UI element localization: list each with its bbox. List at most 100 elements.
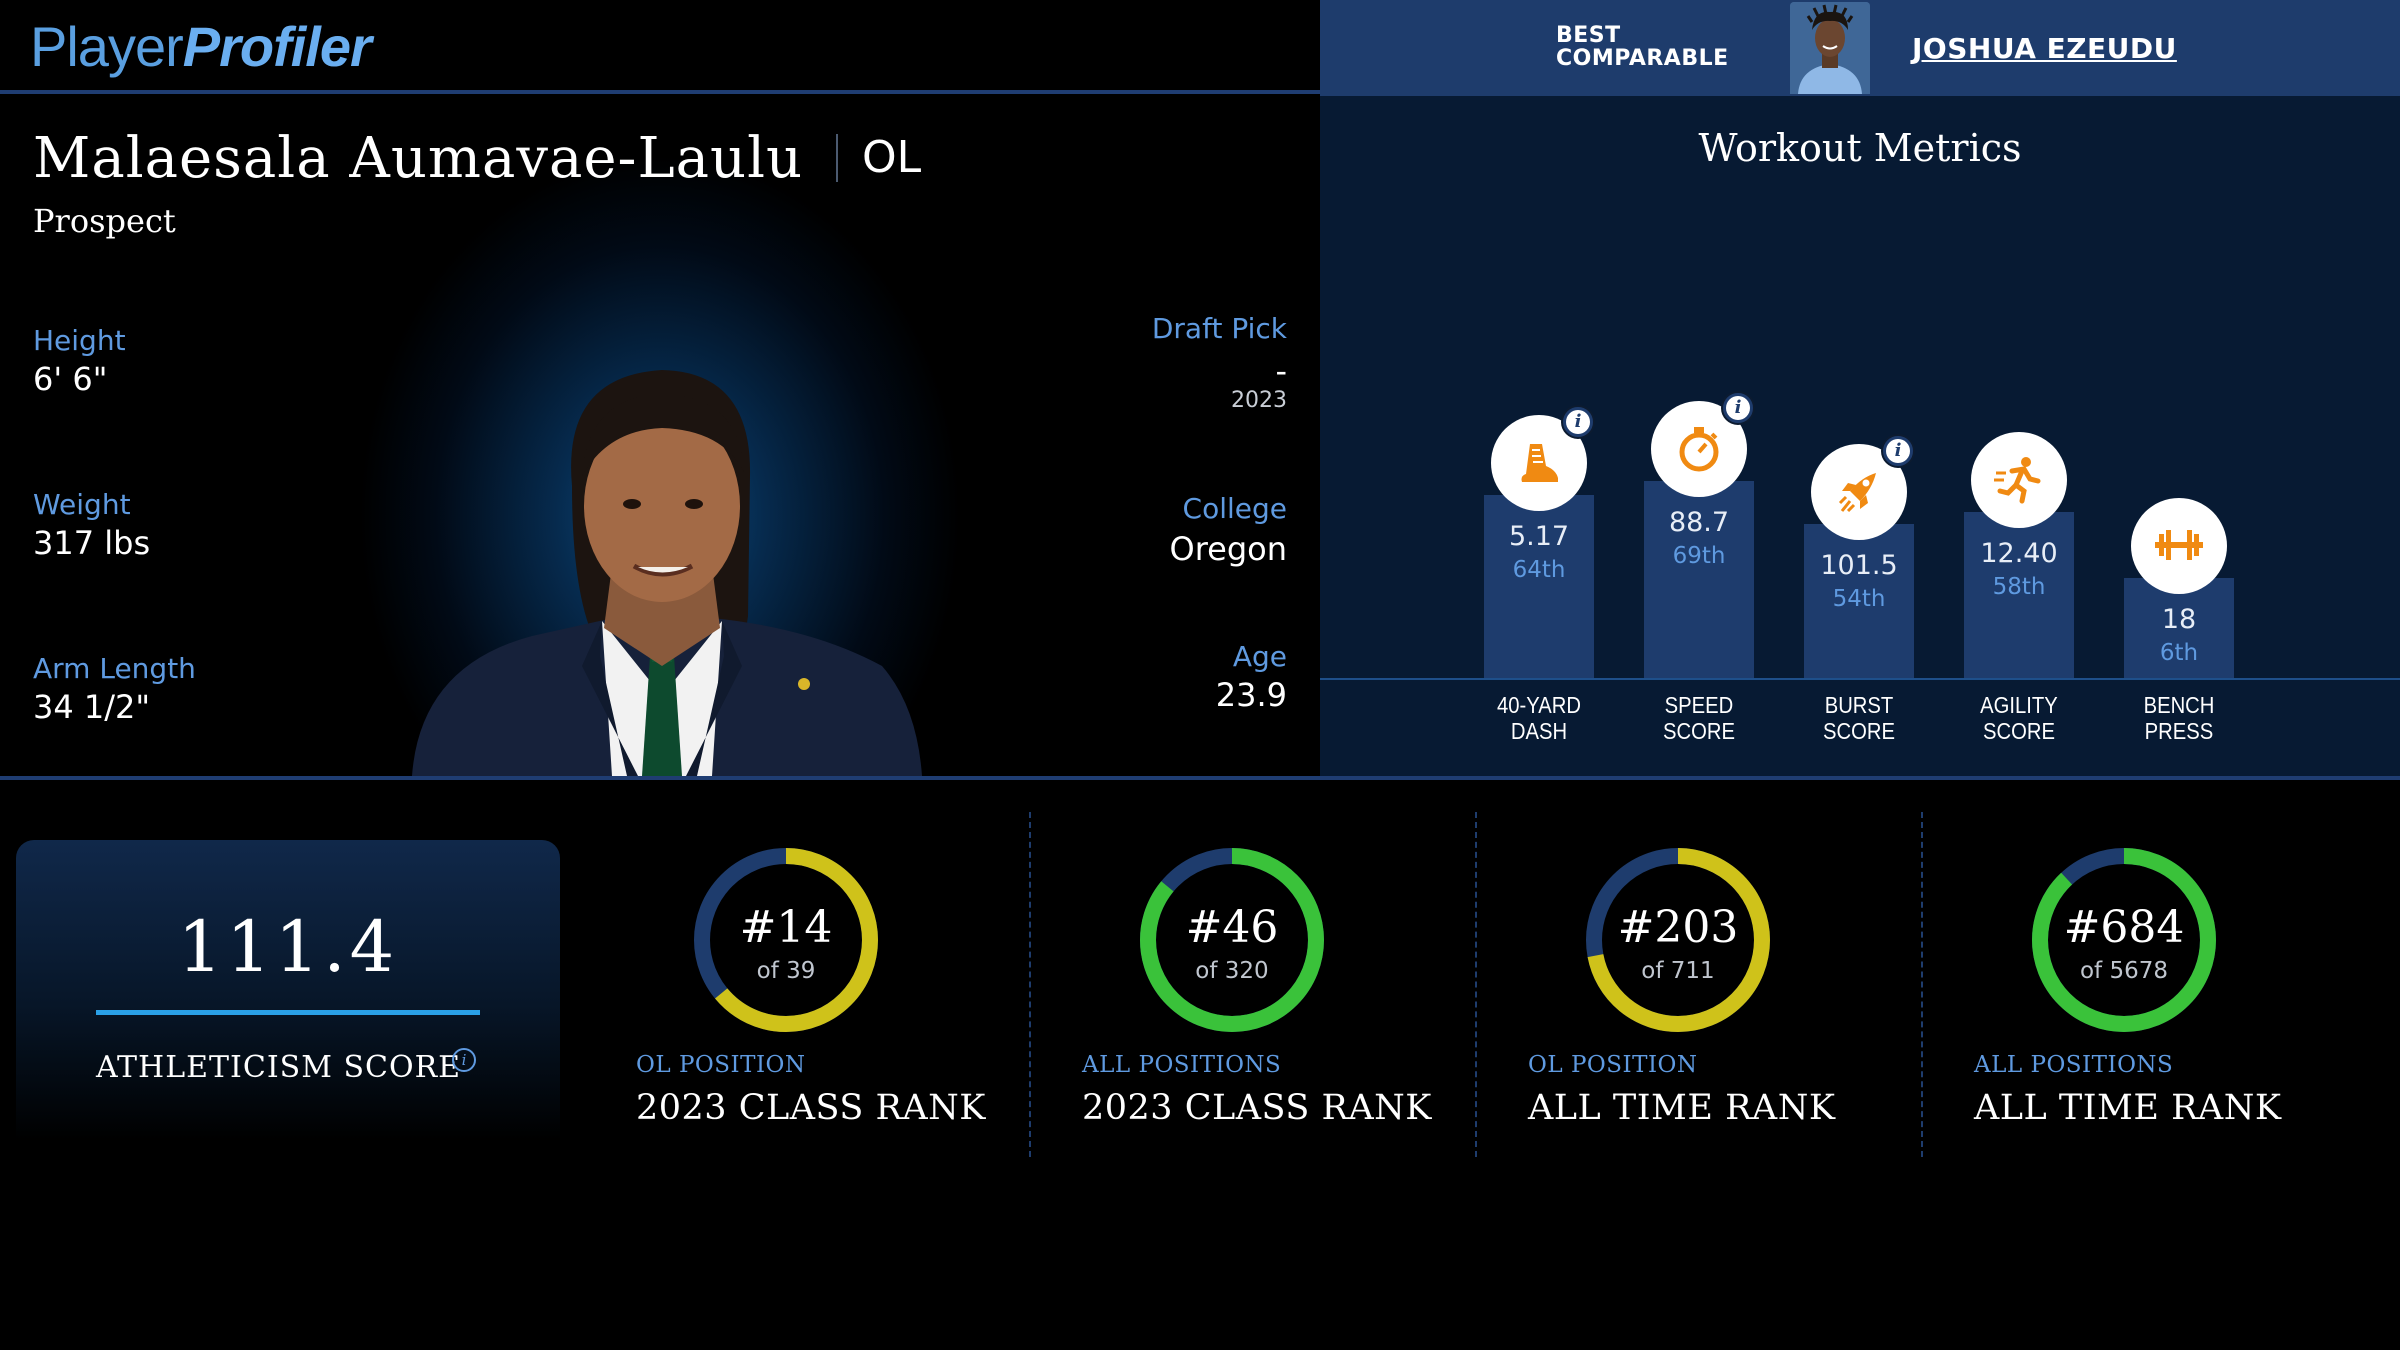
player-position: OL <box>862 132 922 183</box>
rank-title: 2023 CLASS RANK <box>636 1088 986 1128</box>
info-icon[interactable]: i <box>452 1048 476 1072</box>
college-label: College <box>1182 492 1287 525</box>
metric-label-line2: SCORE <box>1983 718 2055 744</box>
rank-ring-progress <box>694 848 878 1032</box>
metric-bar <box>1644 480 1754 678</box>
athleticism-score-value: 111.4 <box>177 906 399 988</box>
metric-label-line2: SCORE <box>1823 718 1895 744</box>
draft-pick-label: Draft Pick <box>1151 312 1287 345</box>
metric-label-line1: AGILITY <box>1980 692 2058 718</box>
metric-label: AGILITY SCORE <box>1949 692 2090 744</box>
best-comparable-bar: BEST COMPARABLE JOSHUA EZEUDU <box>1320 0 2400 96</box>
height-label: Height <box>33 324 126 357</box>
age-value: 23.9 <box>1215 676 1287 714</box>
rank-number: #203 <box>1617 902 1739 953</box>
best-comparable-label-line2: COMPARABLE <box>1556 46 1729 71</box>
metric-bar <box>2124 578 2234 678</box>
workout-metrics-panel: Workout Metrics 5.17 64th i 40-YARD DASH 88.7… <box>1320 96 2400 776</box>
rank-ring-progress <box>2032 848 2216 1032</box>
rank-block: #14 of 39 OL POSITION 2023 CLASS RANK <box>636 840 1036 1140</box>
comparable-player-photo[interactable] <box>1790 2 1870 94</box>
height-value: 6' 6" <box>33 360 108 398</box>
rank-number: #684 <box>2063 902 2185 953</box>
rank-ring <box>694 848 878 1032</box>
section-divider <box>0 776 2400 780</box>
metric-label-line1: SPEED <box>1664 692 1734 718</box>
runner-icon <box>1971 432 2067 529</box>
rank-total: of 39 <box>756 958 816 984</box>
metric-value: 101.5 <box>1820 549 1898 581</box>
metric-value: 12.40 <box>1980 538 2058 570</box>
rank-block: #684 of 5678 ALL POSITIONS ALL TIME RANK <box>1974 840 2374 1140</box>
metric-value: 88.7 <box>1668 506 1730 538</box>
rank-scope: OL POSITION <box>636 1052 806 1078</box>
metric-label-line1: 40-YARD <box>1497 692 1581 718</box>
workout-chart-baseline <box>1320 678 2400 680</box>
header-bar: PlayerProfiler <box>0 0 1320 92</box>
metric-percentile: 58th <box>1992 574 2046 601</box>
header-divider <box>0 90 1320 94</box>
rank-ring-progress <box>1140 848 1324 1032</box>
metric-percentile: 69th <box>1672 542 1726 569</box>
rank-title: 2023 CLASS RANK <box>1082 1088 1432 1128</box>
rank-number: #46 <box>1185 902 1279 953</box>
rank-ring-progress <box>1586 848 1770 1032</box>
rank-separator <box>1475 812 1477 1157</box>
logo-text-player: Player <box>30 15 184 78</box>
info-icon[interactable]: i <box>1721 390 1755 425</box>
metric-bar <box>1804 523 1914 678</box>
logo-text-profiler: Profiler <box>182 15 372 78</box>
best-comparable-link[interactable]: JOSHUA EZEUDU <box>1912 32 2177 65</box>
draft-year: 2023 <box>1231 388 1287 413</box>
name-position-separator <box>836 134 838 182</box>
athleticism-score-underline <box>96 1010 480 1015</box>
rank-number: #14 <box>739 902 833 953</box>
rank-separator <box>1029 812 1031 1157</box>
info-icon[interactable]: i <box>1881 433 1915 468</box>
metric-label-line2: PRESS <box>2144 718 2214 744</box>
metric-label: BENCH PRESS <box>2109 692 2250 744</box>
info-icon[interactable]: i <box>1561 404 1595 439</box>
metric-label-line2: SCORE <box>1663 718 1735 744</box>
rank-title: ALL TIME RANK <box>1528 1088 1836 1128</box>
site-logo[interactable]: PlayerProfiler <box>30 14 372 79</box>
rank-block: #203 of 711 OL POSITION ALL TIME RANK <box>1528 840 1928 1140</box>
rank-total: of 5678 <box>2079 958 2168 984</box>
best-comparable-label: BEST COMPARABLE <box>1556 24 1729 70</box>
rank-block: #46 of 320 ALL POSITIONS 2023 CLASS RANK <box>1082 840 1482 1140</box>
metric-bar <box>1484 494 1594 678</box>
metric-label: 40-YARD DASH <box>1469 692 1610 744</box>
rank-ring <box>2032 848 2216 1032</box>
athleticism-score-label: ATHLETICISM SCORE <box>96 1050 462 1085</box>
college-value: Oregon <box>1169 530 1288 568</box>
metric-label-line2: DASH <box>1510 718 1568 744</box>
rank-title: ALL TIME RANK <box>1974 1088 2282 1128</box>
rank-ring <box>1586 848 1770 1032</box>
metric-percentile: 6th <box>2159 640 2199 666</box>
rank-ring <box>1140 848 1324 1032</box>
metric-label-line1: BENCH <box>2143 692 2215 718</box>
player-name: Malaesala Aumavae-Laulu <box>33 126 804 191</box>
workout-metrics-title: Workout Metrics <box>1698 126 2022 170</box>
weight-label: Weight <box>33 488 131 521</box>
metric-percentile: 64th <box>1512 556 1566 583</box>
metric-value: 5.17 <box>1508 520 1570 552</box>
metric-value: 18 <box>2161 604 2197 635</box>
rank-total: of 711 <box>1641 958 1715 984</box>
metric-label-line1: BURST <box>1824 692 1894 718</box>
rank-scope: ALL POSITIONS <box>1974 1052 2174 1078</box>
rank-separator <box>1921 812 1923 1157</box>
metric-label: BURST SCORE <box>1789 692 1930 744</box>
weight-value: 317 lbs <box>33 524 151 562</box>
metric-label: SPEED SCORE <box>1629 692 1770 744</box>
player-info-panel: Malaesala Aumavae-Laulu OL Prospect Heig… <box>0 96 1320 776</box>
arm-length-value: 34 1/2" <box>33 688 151 726</box>
best-comparable-label-line1: BEST <box>1556 23 1621 48</box>
age-label: Age <box>1232 640 1287 673</box>
rank-total: of 320 <box>1195 958 1269 984</box>
player-photo <box>412 366 922 776</box>
player-status: Prospect <box>33 202 176 240</box>
rocket-icon <box>1811 443 1907 540</box>
rank-scope: OL POSITION <box>1528 1052 1698 1078</box>
arm-length-label: Arm Length <box>33 652 196 685</box>
